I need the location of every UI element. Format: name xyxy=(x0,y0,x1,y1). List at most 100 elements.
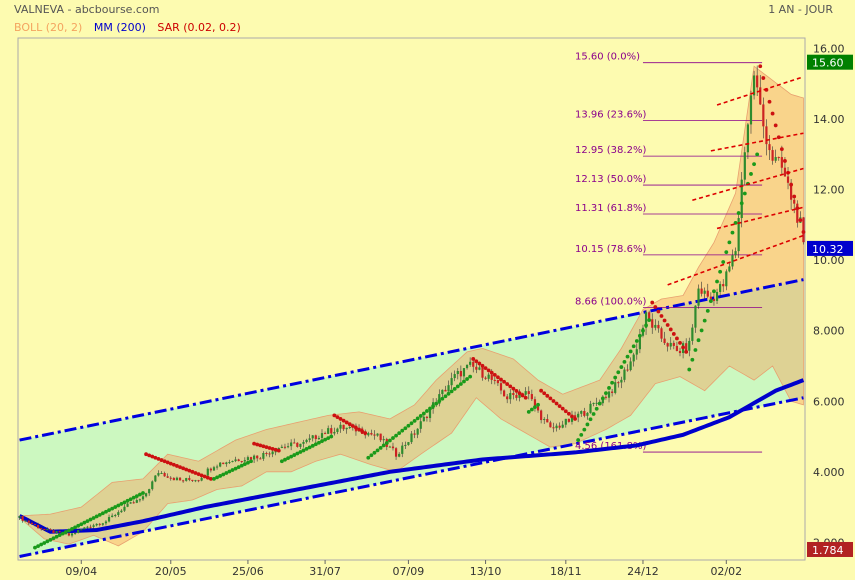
sar-dot xyxy=(279,459,284,464)
sar-dot xyxy=(548,396,553,401)
sar-dot xyxy=(533,405,537,410)
sar-dot xyxy=(181,466,186,471)
sar-dot xyxy=(187,468,192,473)
sar-dot xyxy=(168,461,173,466)
sar-dot xyxy=(604,391,608,396)
candle-body xyxy=(506,396,509,400)
candle-body xyxy=(567,418,570,422)
candle-body xyxy=(172,477,175,481)
candle-body xyxy=(206,468,209,476)
sar-dot xyxy=(190,469,195,474)
sar-dot xyxy=(227,469,232,474)
candle-body xyxy=(802,217,805,243)
sar-dot xyxy=(471,357,476,361)
sar-dot xyxy=(536,402,540,407)
sar-dot xyxy=(668,327,673,332)
candle-body xyxy=(416,428,419,435)
candle-body xyxy=(58,531,61,533)
sar-dot xyxy=(440,396,445,401)
candle-body xyxy=(73,532,77,534)
candle-body xyxy=(617,382,620,384)
candle-body xyxy=(469,361,472,365)
x-tick-label: 25/06 xyxy=(232,565,264,578)
candle-body xyxy=(712,299,716,301)
sar-dot xyxy=(421,411,426,416)
sar-dot xyxy=(147,453,152,458)
candle-body xyxy=(305,439,308,443)
sar-dot xyxy=(465,377,469,381)
sar-dot xyxy=(523,395,528,400)
candle-body xyxy=(780,157,783,168)
candle-body xyxy=(722,284,725,287)
candle-body xyxy=(138,499,142,501)
candle-body xyxy=(107,517,111,522)
sar-dot xyxy=(239,463,244,468)
candle-body xyxy=(160,473,163,475)
sar-dot xyxy=(415,416,420,421)
sar-dot xyxy=(249,459,253,464)
candle-body xyxy=(268,453,271,455)
sar-dot xyxy=(42,541,47,545)
sar-dot xyxy=(752,162,756,167)
sar-dot xyxy=(397,431,402,436)
candle-body xyxy=(370,433,373,435)
sar-dot xyxy=(702,318,707,323)
candle-body xyxy=(123,506,126,511)
bollinger-band xyxy=(19,65,804,547)
sar-dot xyxy=(224,471,229,475)
sar-dot xyxy=(431,404,436,408)
sar-dot xyxy=(313,442,318,447)
candle-body xyxy=(759,87,762,105)
candle-body xyxy=(771,150,774,161)
candle-body xyxy=(388,446,391,448)
candle-body xyxy=(706,290,709,297)
sar-dot xyxy=(712,289,716,294)
sar-dot xyxy=(165,460,170,465)
sar-dot xyxy=(514,389,519,393)
sar-dot xyxy=(573,417,577,421)
candle-body xyxy=(623,369,626,380)
sar-dot xyxy=(326,436,331,440)
sar-dot xyxy=(684,350,689,354)
candle-body xyxy=(768,144,771,151)
sar-dot xyxy=(162,459,167,464)
sar-dot xyxy=(354,425,358,430)
sar-dot xyxy=(425,409,429,413)
candle-body xyxy=(524,391,527,395)
candle-body xyxy=(580,411,583,414)
candle-body xyxy=(675,345,679,351)
sar-dot xyxy=(134,494,139,499)
candle-body xyxy=(314,435,317,440)
sar-dot xyxy=(60,531,65,536)
sar-dot xyxy=(267,446,272,450)
price-tag-box-2 xyxy=(807,541,853,557)
sar-dot xyxy=(489,370,494,375)
sar-dot xyxy=(184,467,189,472)
x-tick-label: 20/05 xyxy=(155,565,187,578)
sar-dot xyxy=(428,406,432,411)
candle-body xyxy=(194,480,197,482)
candle-body xyxy=(98,523,101,525)
sar-dot xyxy=(591,412,596,416)
candle-body xyxy=(512,393,515,395)
candle-body xyxy=(546,418,549,423)
candle-body xyxy=(638,335,641,350)
candle-body xyxy=(774,157,777,161)
candle-body xyxy=(330,428,333,434)
candle-body xyxy=(666,343,669,347)
legend-boll: BOLL (20, 2) xyxy=(14,21,83,34)
candle-body xyxy=(465,364,469,369)
sar-dot xyxy=(131,495,136,500)
candle-body xyxy=(715,291,719,301)
candle-body xyxy=(731,255,734,267)
candle-body xyxy=(654,324,657,328)
sar-dot xyxy=(773,123,778,128)
sar-dot xyxy=(335,415,340,420)
candle-body xyxy=(240,461,243,463)
sar-dot xyxy=(67,528,71,533)
candle-body xyxy=(367,433,370,436)
candle-body xyxy=(228,462,231,464)
candle-body xyxy=(493,379,496,381)
sar-dot xyxy=(378,445,383,450)
candle-body xyxy=(614,382,617,393)
